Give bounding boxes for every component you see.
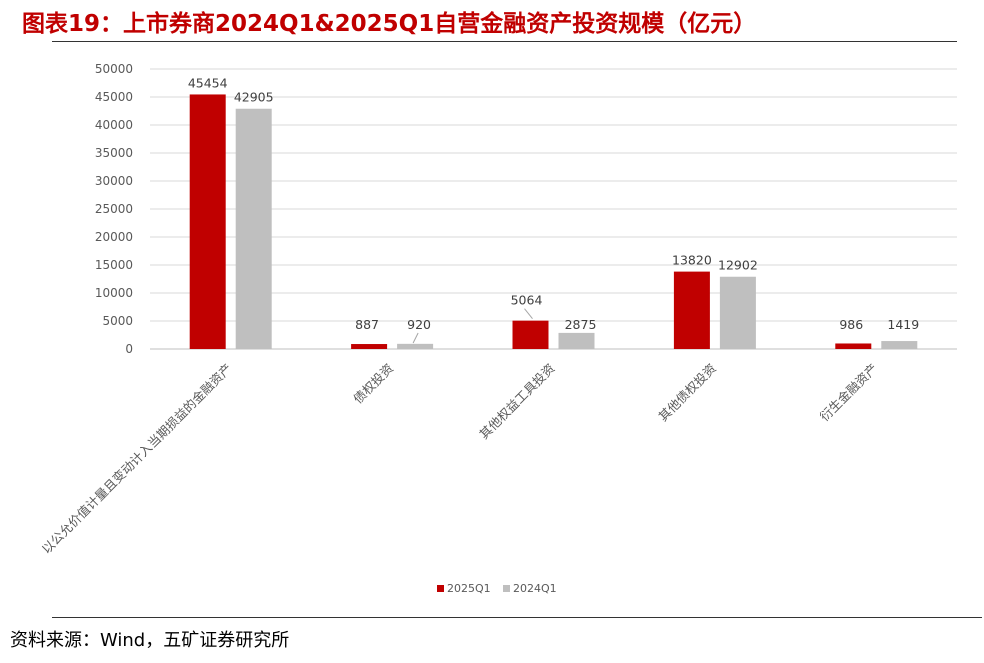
bar-2024Q1-4 (881, 341, 918, 349)
y-tick-label: 10000 (95, 286, 133, 300)
title-divider (52, 41, 957, 42)
y-tick-label: 5000 (102, 314, 133, 328)
data-label: 1419 (887, 317, 919, 332)
legend-label-2024Q1: 2024Q1 (513, 582, 557, 595)
bar-2025Q1-2 (512, 320, 549, 349)
bar-2025Q1-1 (351, 344, 388, 349)
data-labels: 45454 42905 887 920 5064 2875 13820 12902 986 141… (188, 75, 919, 344)
bar-2024Q1-0 (235, 108, 272, 350)
bar-2025Q1-3 (673, 271, 710, 349)
legend: 2025Q1 2024Q1 (437, 582, 557, 595)
gridlines (150, 68, 957, 350)
legend-swatch-2025Q1 (437, 585, 444, 592)
y-tick-label: 25000 (95, 202, 133, 216)
bar-2025Q1-0 (189, 94, 226, 349)
data-label: 13820 (672, 253, 712, 268)
bars (189, 94, 918, 350)
y-tick-label: 45000 (95, 90, 133, 104)
x-category-label: 其他债权投资 (655, 361, 719, 425)
x-category-label: 债权投资 (350, 361, 396, 407)
bar-2025Q1-4 (835, 343, 872, 349)
data-label: 986 (839, 317, 863, 332)
data-label: 12902 (718, 258, 758, 273)
label-leader-line (412, 332, 419, 344)
legend-swatch-2024Q1 (503, 585, 510, 592)
y-tick-label: 35000 (95, 146, 133, 160)
chart-title: 图表19：上市券商2024Q1&2025Q1自营金融资产投资规模（亿元） (22, 11, 757, 37)
y-tick-label: 15000 (95, 258, 133, 272)
source-divider (52, 617, 982, 618)
label-leader-line (524, 308, 533, 319)
y-tick-label: 0 (125, 342, 133, 356)
x-category-label: 以公允价值计量且变动计入当期损益的金融资产 (39, 361, 235, 557)
y-tick-label: 40000 (95, 118, 133, 132)
data-label: 887 (355, 317, 379, 332)
x-axis-category-labels: 以公允价值计量且变动计入当期损益的金融资产 债权投资 其他权益工具投资 其他债权投资 衍… (39, 361, 881, 557)
data-label: 920 (407, 317, 431, 332)
y-tick-label: 20000 (95, 230, 133, 244)
data-label: 45454 (188, 75, 228, 90)
data-label: 42905 (234, 90, 274, 105)
legend-label-2025Q1: 2025Q1 (447, 582, 491, 595)
x-category-label: 衍生金融资产 (817, 361, 881, 425)
bar-2024Q1-2 (558, 332, 595, 349)
data-label: 2875 (565, 317, 597, 332)
source-note: 资料来源：Wind，五矿证券研究所 (10, 630, 290, 651)
bar-2024Q1-3 (719, 276, 756, 349)
data-label: 5064 (511, 293, 543, 308)
y-tick-label: 30000 (95, 174, 133, 188)
y-tick-label: 50000 (95, 62, 133, 76)
x-category-label: 其他权益工具投资 (476, 361, 557, 442)
y-axis-ticks: 0 5000 10000 15000 20000 25000 30000 35000 40000… (95, 62, 133, 356)
bar-2024Q1-1 (397, 343, 434, 349)
